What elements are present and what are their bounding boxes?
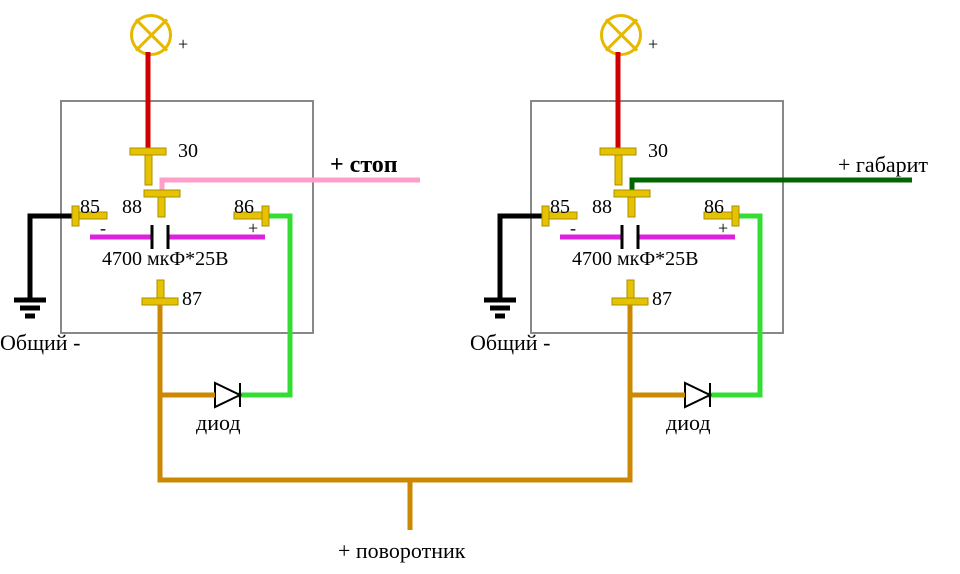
- pin85-left: 85: [80, 196, 100, 219]
- ground-right: Общий -: [470, 330, 550, 356]
- stop-label: + стоп: [330, 152, 398, 179]
- ground-left: Общий -: [0, 330, 80, 356]
- pin87-left: 87: [182, 288, 202, 311]
- plus-right: +: [648, 34, 658, 55]
- bulb-left: [130, 14, 172, 56]
- pin86-left: 86: [234, 196, 254, 219]
- pin88-right: 88: [592, 196, 612, 219]
- diode-right: диод: [666, 410, 711, 436]
- minus85-right: -: [570, 218, 576, 239]
- plus86-right: +: [718, 218, 728, 239]
- pin30-right: 30: [648, 140, 668, 163]
- diode-left: диод: [196, 410, 241, 436]
- minus85-left: -: [100, 218, 106, 239]
- pin88-left: 88: [122, 196, 142, 219]
- pin86-right: 86: [704, 196, 724, 219]
- pin85-right: 85: [550, 196, 570, 219]
- pin30-left: 30: [178, 140, 198, 163]
- cap-right: 4700 мкФ*25В: [572, 248, 699, 271]
- bulb-right: [600, 14, 642, 56]
- plus-left: +: [178, 34, 188, 55]
- pin87-right: 87: [652, 288, 672, 311]
- cap-left: 4700 мкФ*25В: [102, 248, 229, 271]
- turn-label: + поворотник: [338, 538, 465, 564]
- plus86-left: +: [248, 218, 258, 239]
- gabarit-label: + габарит: [838, 152, 928, 178]
